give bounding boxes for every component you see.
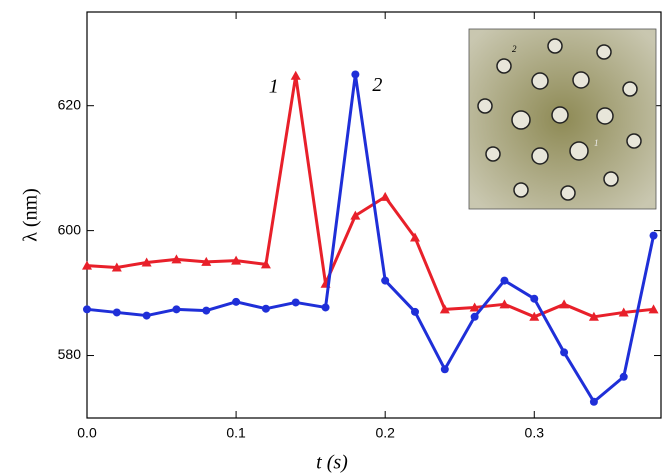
- x-tick-label: 0.1: [226, 425, 246, 441]
- marker: [321, 303, 330, 312]
- marker: [559, 299, 570, 309]
- marker: [171, 254, 182, 264]
- marker: [142, 311, 151, 320]
- marker: [469, 302, 480, 312]
- x-axis-label: t (s): [316, 452, 348, 474]
- series-label: 2: [372, 74, 382, 96]
- marker: [351, 70, 360, 79]
- inset-label: 2: [512, 44, 517, 54]
- marker: [470, 312, 479, 321]
- marker: [589, 397, 598, 406]
- marker: [261, 304, 270, 313]
- x-tick-label: 0.2: [375, 425, 395, 441]
- x-tick-label: 0.3: [525, 425, 545, 441]
- marker: [380, 191, 391, 201]
- marker: [649, 231, 658, 240]
- marker: [439, 304, 450, 314]
- marker: [112, 308, 121, 317]
- marker: [201, 256, 212, 266]
- marker: [619, 372, 628, 381]
- marker: [440, 365, 449, 374]
- inset-label: 1: [594, 138, 599, 148]
- marker: [350, 210, 361, 220]
- marker: [83, 305, 91, 314]
- marker: [232, 297, 241, 306]
- marker: [499, 299, 510, 309]
- marker: [202, 306, 211, 315]
- y-tick-label: 580: [58, 346, 82, 362]
- marker: [530, 294, 539, 303]
- marker: [141, 257, 152, 267]
- y-tick-label: 620: [58, 96, 82, 112]
- series-line: [86, 74, 654, 319]
- marker: [82, 260, 92, 270]
- marker: [111, 262, 122, 272]
- plot-frame: [86, 11, 662, 419]
- series-line: [86, 72, 656, 404]
- x-tick-label: 0.0: [77, 425, 97, 441]
- marker: [588, 311, 599, 321]
- marker: [648, 304, 659, 314]
- inset: 2 1: [468, 28, 657, 210]
- y-tick-label: 600: [58, 221, 82, 237]
- marker: [500, 276, 509, 285]
- y-axis-label: λ (nm): [20, 188, 42, 242]
- marker: [410, 232, 420, 242]
- plot-area: [82, 11, 662, 419]
- marker: [260, 259, 271, 269]
- marker: [290, 70, 301, 80]
- marker: [172, 305, 181, 314]
- marker: [560, 348, 569, 357]
- marker: [381, 276, 390, 285]
- marker: [291, 298, 300, 307]
- marker: [411, 307, 419, 316]
- series-label: 1: [269, 75, 279, 97]
- marker: [618, 307, 629, 317]
- marker: [529, 311, 540, 321]
- marker: [231, 255, 242, 265]
